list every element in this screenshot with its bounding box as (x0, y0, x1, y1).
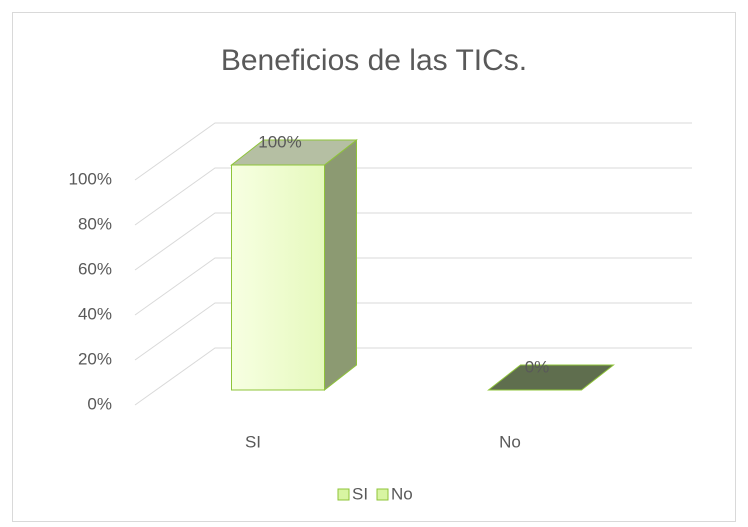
y-tick-label: 80% (78, 214, 112, 233)
data-label: 0% (525, 357, 550, 376)
chart-frame (12, 12, 736, 522)
grid-line (134, 122, 692, 181)
bar-side (324, 138, 357, 392)
legend-label: SI (352, 484, 368, 503)
y-tick-label: 60% (78, 259, 112, 278)
bar-front (231, 164, 325, 391)
legend-swatch (376, 488, 389, 501)
y-tick-label: 20% (78, 349, 112, 368)
bar-top (487, 364, 615, 391)
chart-title: Beneficios de las TICs. (221, 44, 527, 77)
bar (230, 138, 358, 392)
y-tick-label: 100% (69, 169, 112, 188)
x-tick-label: No (499, 432, 521, 451)
y-tick-label: 40% (78, 304, 112, 323)
x-tick-label: SI (245, 432, 261, 451)
legend-swatch (337, 488, 350, 501)
data-label: 100% (258, 132, 301, 151)
bar-top (230, 139, 358, 166)
grid-line (134, 212, 692, 271)
grid-line (134, 167, 692, 226)
y-tick-label: 0% (87, 394, 112, 413)
bar (487, 364, 615, 391)
grid-line (134, 302, 692, 361)
grid-line (134, 347, 692, 406)
legend-label: No (391, 484, 413, 503)
grid-line (134, 257, 692, 316)
